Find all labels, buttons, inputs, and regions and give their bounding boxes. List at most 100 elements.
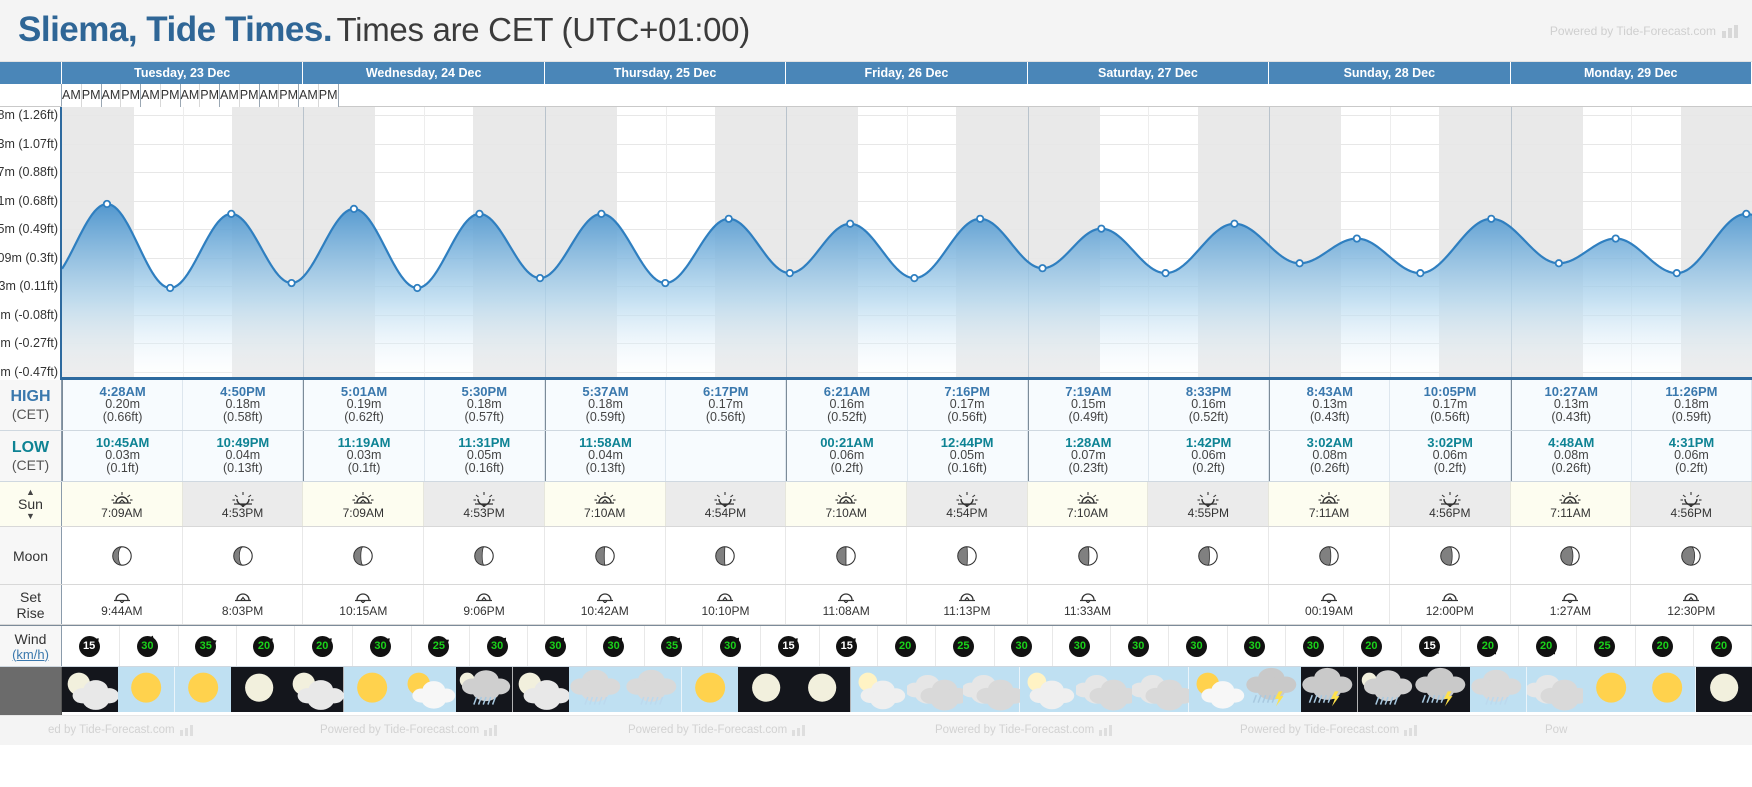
weather-icon-cloudy-night [62, 667, 119, 713]
day-header-3: Friday, 26 Dec [786, 62, 1028, 84]
wind-barb: 30 [1125, 633, 1155, 659]
ampm-cells: AM PM AM PM AM PM AM PM AM PM AM PM AM PM [62, 84, 339, 107]
low-tide-cell-10: 3:02AM 0.08m (0.26ft) [1269, 431, 1391, 481]
high-tide-height-m: 0.13m [1312, 397, 1348, 411]
sunrise-icon [1559, 492, 1581, 504]
moon-phase-icon [1077, 545, 1098, 566]
weather-icon-thunderstorm [1244, 667, 1302, 713]
wind-barb: 35 [192, 633, 222, 659]
powered-by-top: Powered by Tide-Forecast.com [1550, 24, 1738, 38]
footer-signal-bars-icon [484, 724, 498, 736]
tide-extreme-point-high-6 [475, 209, 484, 218]
wind-speed-value: 30 [603, 636, 625, 657]
sunset-time: 4:53PM [221, 506, 264, 520]
wind-speed-value: 35 [195, 636, 217, 657]
low-tide-time: 11:58AM [579, 435, 632, 450]
wind-speed-value: 20 [1477, 636, 1499, 657]
sunset-time: 4:55PM [1187, 506, 1229, 520]
wind-speed-value: 20 [1360, 636, 1382, 657]
wind-cell-18: 30 [1111, 626, 1170, 666]
low-tide-height-ft: (0.13ft) [223, 461, 263, 475]
low-tide-height-m: 0.06m [829, 448, 865, 462]
wind-speed-value: 20 [1535, 636, 1557, 657]
high-tide-time: 10:05PM [1423, 384, 1477, 399]
low-tide-time: 11:19AM [337, 435, 391, 450]
wind-barb: 35 [658, 633, 688, 659]
tide-extreme-point-low-15 [1038, 264, 1047, 273]
sunrise-icon [835, 492, 857, 504]
moon-phase-icon [353, 545, 374, 566]
footer-signal-bars-icon [1099, 724, 1113, 736]
high-tide-time: 6:17PM [702, 384, 749, 399]
wind-label-text: Wind [14, 630, 47, 647]
low-tide-height-m: 0.06m [1432, 448, 1468, 462]
high-tide-cell-3: 5:30PM 0.18m (0.57ft) [424, 380, 545, 430]
low-tide-time: 00:21AM [820, 435, 874, 450]
wind-barb: 20 [250, 633, 280, 659]
low-tide-height-ft: (0.1ft) [106, 461, 139, 475]
high-tide-height-ft: (0.66ft) [102, 410, 143, 424]
ampm-cell-4: AM [141, 84, 161, 107]
weather-icon-cloudy-night [512, 667, 569, 713]
moon-cell-9 [1148, 527, 1270, 584]
wind-speed-value: 30 [370, 636, 392, 657]
wind-cell-8: 30 [528, 626, 587, 666]
sunrise-icon [111, 492, 133, 504]
wind-cell-14: 20 [878, 626, 937, 666]
low-tide-time: 12:44PM [940, 435, 994, 450]
sunset-time: 4:56PM [1670, 506, 1712, 520]
moon-cell-7 [907, 527, 1028, 584]
wind-cell-9: 30 [587, 626, 645, 666]
moonset-icon [1321, 593, 1338, 603]
footer-credit-4: Powered by Tide-Forecast.com [1240, 724, 1418, 736]
wind-cell-16: 30 [995, 626, 1053, 666]
low-tide-time: 4:48AM [1548, 435, 1595, 450]
sun-cell-0: 7:09AM [62, 482, 183, 526]
wind-speed-value: 30 [719, 636, 741, 657]
low-tide-height-m: 0.06m [1191, 448, 1226, 462]
moon-event-cell-6: 11:08AM [786, 585, 908, 624]
wind-cell-7: 30 [470, 626, 529, 666]
moon-phase-icon [836, 545, 856, 566]
footer-credit-5: Pow [1545, 724, 1567, 736]
y-tick-0: 0.38m (1.26ft) [0, 108, 58, 122]
weather-cell-19 [1132, 667, 1189, 715]
wind-unit-link[interactable]: (km/h) [12, 646, 49, 662]
wind-barb: 20 [1649, 633, 1679, 659]
wind-barb: 15 [775, 633, 805, 659]
tide-extreme-point-low-1 [166, 283, 175, 293]
weather-cell-13 [794, 667, 851, 715]
day-separator-5 [1269, 107, 1271, 377]
half-separator-11 [1389, 107, 1391, 377]
weather-cell-8 [512, 667, 569, 715]
high-tide-height-ft: (0.52ft) [827, 410, 867, 424]
day-header-2: Thursday, 25 Dec [544, 62, 787, 84]
weather-icon-clear-night [230, 667, 288, 713]
wind-barb: 20 [1533, 633, 1563, 659]
tide-curve-line [62, 202, 1752, 290]
wind-speed-value: 20 [253, 636, 275, 657]
moon-cell-6 [786, 527, 908, 584]
weather-icon-rain-night [456, 667, 513, 713]
low-tide-label: LOW (CET) [0, 431, 62, 481]
low-tide-cell-5 [666, 431, 787, 481]
moonset-icon [838, 593, 855, 603]
wind-speed-value: 30 [1069, 636, 1091, 657]
wind-speed-value: 15 [778, 636, 800, 657]
wind-barb: 30 [1008, 633, 1038, 659]
chart-y-axis: 0.38m (1.26ft) 0.33m (1.07ft) 0.27m (0.88f… [0, 107, 62, 380]
wind-barb: 15 [1416, 633, 1446, 659]
day-header-0: Tuesday, 23 Dec [62, 62, 304, 84]
sun-cell-1: 4:53PM [182, 482, 304, 526]
wind-cell-26: 25 [1577, 626, 1636, 666]
moon-phase-icon [1560, 545, 1581, 566]
moon-phase-icon [474, 545, 494, 566]
day-separator-1 [303, 107, 305, 377]
sun-cell-8: 7:10AM [1027, 482, 1149, 526]
moonrise-icon [1441, 593, 1458, 602]
half-separator-3 [424, 107, 426, 377]
weather-icon-thunderstorm [1301, 667, 1358, 713]
sunset-time: 4:54PM [946, 506, 988, 520]
sunrise-time: 7:10AM [825, 506, 867, 520]
half-separator-5 [665, 107, 667, 377]
